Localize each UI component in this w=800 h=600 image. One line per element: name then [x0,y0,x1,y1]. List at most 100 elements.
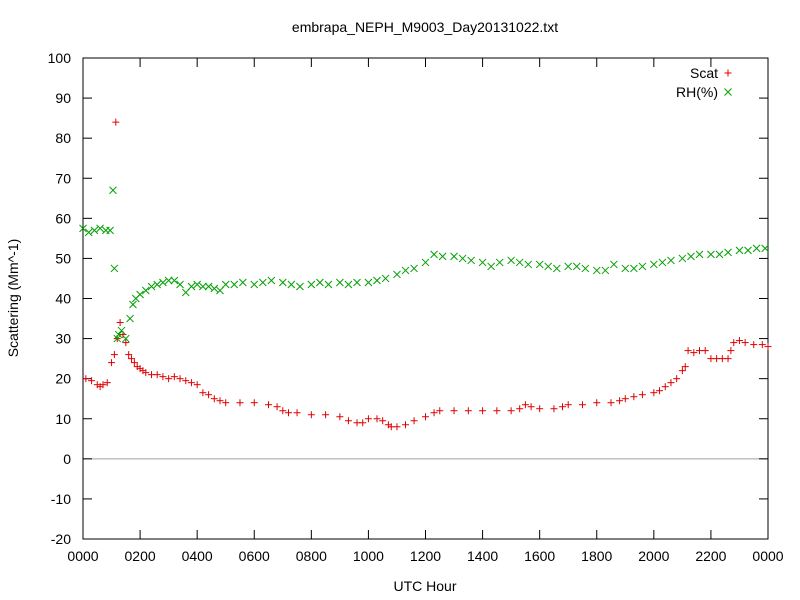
scat-point [322,411,330,419]
rh-point [324,280,333,289]
rh-point-b [610,260,618,269]
rh-point [544,262,553,271]
scat-point [187,379,195,387]
rh-point-b [744,246,752,255]
rh-point [601,266,610,275]
scat-point [393,423,401,431]
x-tick-label: 1400 [467,548,498,564]
rh-point-b [707,250,715,259]
legend-marker-rh-b [724,88,732,96]
x-tick-label: 0000 [752,548,783,564]
rh-point [96,224,104,233]
rh-point [193,280,202,289]
rh-point-b [287,280,296,289]
rh-point [744,246,752,255]
scat-point [125,351,133,359]
scat-point [550,405,558,413]
scat-point [436,407,444,415]
rh-point-b [495,258,504,267]
y-axis-label: Scattering (Mm^-1) [5,239,21,358]
rh-point [114,330,123,339]
x-tick-label: 0200 [125,548,156,564]
scat-point [103,379,111,387]
rh-point-b [250,280,259,289]
rh-point-b [552,264,561,273]
rh-point-b [147,282,156,291]
rh-point-b [210,284,219,293]
rh-point-b [114,330,123,339]
rh-point-b [307,280,316,289]
rh-point [450,252,458,261]
scat-point [741,339,749,347]
rh-point [176,280,184,289]
legend-label-rh: RH(%) [676,84,718,100]
scat-point [159,373,167,381]
x-tick-label: 1000 [353,548,384,564]
rh-point-b [121,334,130,343]
rh-point [113,334,122,343]
y-tick-label: 0 [63,451,71,467]
x-tick-label: 2200 [695,548,726,564]
scat-point [661,383,669,391]
y-tick-label: 40 [55,291,71,307]
rh-point [110,264,119,273]
rh-point-b [216,286,224,295]
scat-point [656,387,664,395]
rh-point [373,276,381,285]
legend-marker-rh [724,88,732,96]
scat-point [750,341,758,349]
rh-point [564,262,573,271]
x-tick-label: 1800 [581,548,612,564]
scat-point [222,399,230,407]
scat-point [673,375,681,383]
rh-point-b [84,228,93,237]
scat-point [112,118,120,126]
rh-point-b [316,278,324,287]
rh-point [707,250,715,259]
rh-point-b [126,314,134,323]
scat-point [735,337,743,345]
rh-point-b [467,256,476,265]
series-scat [82,118,772,431]
rh-point-b [164,276,173,285]
rh-point [238,278,247,287]
plot-area: -20 -10 0 10 20 30 40 50 60 70 80 90 100 0000 0200 0400… [48,50,784,564]
rh-point [621,264,630,273]
scat-point [142,369,150,377]
rh-point-b [199,282,207,291]
scat-point [493,407,501,415]
scat-point [701,347,709,355]
rh-point [535,260,544,269]
rh-point-b [187,282,196,291]
scat-point [236,399,244,407]
rh-point-b [658,258,667,267]
rh-point [296,282,304,291]
rh-point [278,278,287,287]
rh-point [761,244,769,253]
rh-point-b [438,252,447,261]
rh-point [109,186,117,195]
x-tick-label: 1200 [410,548,441,564]
y-tick-label: 70 [55,170,71,186]
rh-point-b [678,254,687,263]
scat-point [293,409,301,417]
rh-point [487,262,495,271]
plot-frame [82,57,769,540]
scat-point [593,399,601,407]
scat-point [681,363,689,371]
rh-point [752,244,761,253]
scat-point [690,349,698,357]
rh-point [638,262,647,271]
rh-point [106,226,114,235]
rh-point [147,282,156,291]
rh-point-b [487,262,495,271]
rh-point-b [159,278,167,287]
rh-point [79,224,87,233]
scat-point [479,407,487,415]
rh-point [117,326,126,335]
legend-marker-scat [724,69,732,77]
scat-point [373,415,381,423]
rh-point-b [181,288,190,297]
y-tick-label: 30 [55,331,71,347]
